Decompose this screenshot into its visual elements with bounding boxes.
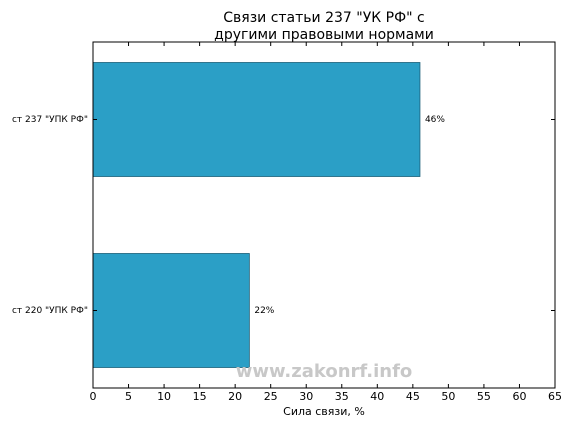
x-tick-label: 50 <box>441 390 455 403</box>
x-tick-label: 15 <box>193 390 207 403</box>
x-tick-label: 45 <box>406 390 420 403</box>
x-axis-label: Сила связи, % <box>283 405 365 418</box>
x-tick-label: 20 <box>228 390 242 403</box>
x-tick-label: 5 <box>125 390 132 403</box>
x-tick-label: 40 <box>370 390 384 403</box>
x-tick-label: 65 <box>548 390 562 403</box>
value-label: 46% <box>425 115 445 125</box>
y-tick-label: ст 220 "УПК РФ" <box>12 306 88 316</box>
x-tick-label: 10 <box>157 390 171 403</box>
x-tick-label: 55 <box>477 390 491 403</box>
x-tick-label: 60 <box>512 390 526 403</box>
plot-frame <box>92 41 556 389</box>
value-label: 22% <box>254 306 274 316</box>
x-tick-label: 25 <box>264 390 278 403</box>
y-tick-label: ст 237 "УПК РФ" <box>12 115 88 125</box>
bar <box>92 253 250 368</box>
bar <box>92 62 421 177</box>
watermark: www.zakonrf.info <box>236 361 413 382</box>
x-tick-label: 30 <box>299 390 313 403</box>
x-tick-label: 35 <box>335 390 349 403</box>
x-tick-label: 0 <box>90 390 97 403</box>
chart-title: другими правовыми нормами <box>214 27 434 43</box>
chart-title: Связи статьи 237 "УК РФ" с <box>223 10 424 26</box>
